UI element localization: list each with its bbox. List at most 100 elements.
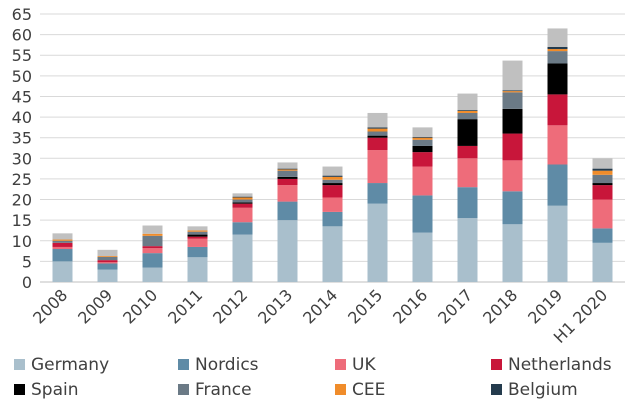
bar-segment-france: [547, 51, 568, 64]
bar-segment-cee: [277, 169, 298, 171]
y-tick-label: 20: [12, 191, 32, 210]
y-tick-label: 40: [12, 108, 32, 127]
bar-segment-netherlands: [592, 185, 613, 200]
bar-segment-cee: [97, 256, 118, 257]
bar-segment-nordics: [367, 183, 388, 204]
bar-segment-nordics: [187, 246, 208, 258]
bar-segment-spain: [547, 63, 568, 95]
bar-segment-spain: [367, 135, 388, 138]
bar-segment-netherlands: [142, 246, 163, 249]
bar-segment-germany: [52, 261, 73, 282]
bar-segment-uk: [142, 248, 163, 254]
y-tick-label: 55: [12, 46, 32, 65]
legend-label: Spain: [31, 380, 79, 400]
bar-segment-spain: [232, 202, 253, 204]
x-tick-label: 2019: [524, 285, 566, 327]
bar-segment-other: [232, 193, 253, 197]
legend-item-spain: Spain: [14, 380, 79, 400]
bar-segment-netherlands: [52, 242, 73, 247]
legend-item-belgium: Belgium: [491, 380, 578, 400]
bar-segment-germany: [502, 224, 523, 282]
bar-segment-nordics: [502, 191, 523, 225]
bar-segment-france: [322, 179, 343, 184]
bar-segment-france: [412, 139, 433, 146]
bar-segment-germany: [547, 205, 568, 282]
bar-segment-netherlands: [97, 260, 118, 263]
x-tick-label: 2015: [344, 285, 386, 327]
bar-segment-belgium: [547, 46, 568, 50]
bar-segment-uk: [457, 158, 478, 188]
bar-segment-france: [232, 199, 253, 203]
bar-segment-cee: [412, 137, 433, 140]
bar-segment-france: [367, 131, 388, 136]
bar-stack-2019: [547, 28, 568, 282]
y-tick-label: 5: [22, 252, 32, 271]
bar-segment-france: [502, 92, 523, 109]
y-tick-label: 30: [12, 149, 32, 168]
bar-segment-germany: [592, 242, 613, 282]
bar-segment-other: [592, 158, 613, 169]
bar-stack-2017: [457, 93, 478, 282]
bar-segment-netherlands: [457, 145, 478, 159]
bar-segment-belgium: [502, 90, 523, 92]
legend-label: UK: [352, 355, 376, 375]
bar-segment-cee: [547, 49, 568, 52]
bar-segment-netherlands: [187, 236, 208, 239]
legend-swatch: [491, 359, 502, 370]
bar-segment-germany: [412, 232, 433, 282]
bar-segment-belgium: [592, 168, 613, 171]
legend-label: CEE: [352, 380, 385, 400]
x-tick-label: 2011: [164, 285, 206, 327]
bar-segment-france: [277, 170, 298, 177]
y-tick-label: 50: [12, 67, 32, 86]
bar-segment-uk: [187, 238, 208, 247]
x-tick-label: 2017: [434, 285, 476, 327]
bar-segment-nordics: [322, 211, 343, 227]
bar-stack-2014: [322, 166, 343, 282]
bars: [52, 28, 613, 282]
bar-segment-belgium: [457, 110, 478, 111]
x-tick-label: 2010: [119, 285, 161, 327]
legend-swatch: [335, 359, 346, 370]
legend-item-cee: CEE: [335, 380, 385, 400]
bar-segment-cee: [187, 230, 208, 232]
legend: Germany Nordics UK Netherlands Spain France CE…: [14, 355, 612, 400]
legend-swatch: [14, 384, 25, 395]
y-tick-label: 65: [12, 5, 32, 24]
y-tick-label: 35: [12, 129, 32, 148]
bar-segment-uk: [547, 125, 568, 165]
bar-segment-uk: [412, 166, 433, 196]
bar-segment-cee: [322, 176, 343, 180]
bar-segment-cee: [457, 110, 478, 113]
bar-segment-spain: [592, 183, 613, 186]
bar-segment-germany: [232, 234, 253, 282]
bar-segment-belgium: [367, 127, 388, 129]
bar-segment-other: [457, 93, 478, 111]
bar-segment-uk: [592, 199, 613, 229]
bar-segment-france: [592, 174, 613, 184]
bar-segment-belgium: [277, 168, 298, 170]
legend-swatch: [335, 384, 346, 395]
legend-swatch: [178, 359, 189, 370]
legend-label: Belgium: [508, 380, 578, 400]
x-tick-label: 2013: [254, 285, 296, 327]
y-tick-label: 0: [22, 273, 32, 292]
bar-segment-spain: [187, 234, 208, 237]
bar-stack-2008: [52, 233, 73, 282]
bar-segment-netherlands: [502, 133, 523, 161]
y-tick-label: 25: [12, 170, 32, 189]
bar-segment-france: [142, 235, 163, 247]
bar-stack-2010: [142, 225, 163, 282]
bar-segment-germany: [187, 257, 208, 282]
bar-segment-cee: [502, 91, 523, 93]
bar-segment-uk: [502, 160, 523, 192]
bar-segment-germany: [367, 203, 388, 282]
bar-segment-nordics: [232, 222, 253, 235]
x-tick-label: 2012: [209, 285, 251, 327]
bar-segment-france: [457, 112, 478, 120]
legend-item-germany: Germany: [14, 355, 109, 375]
bar-segment-other: [412, 127, 433, 137]
bar-segment-uk: [52, 246, 73, 250]
bar-segment-spain: [277, 176, 298, 179]
